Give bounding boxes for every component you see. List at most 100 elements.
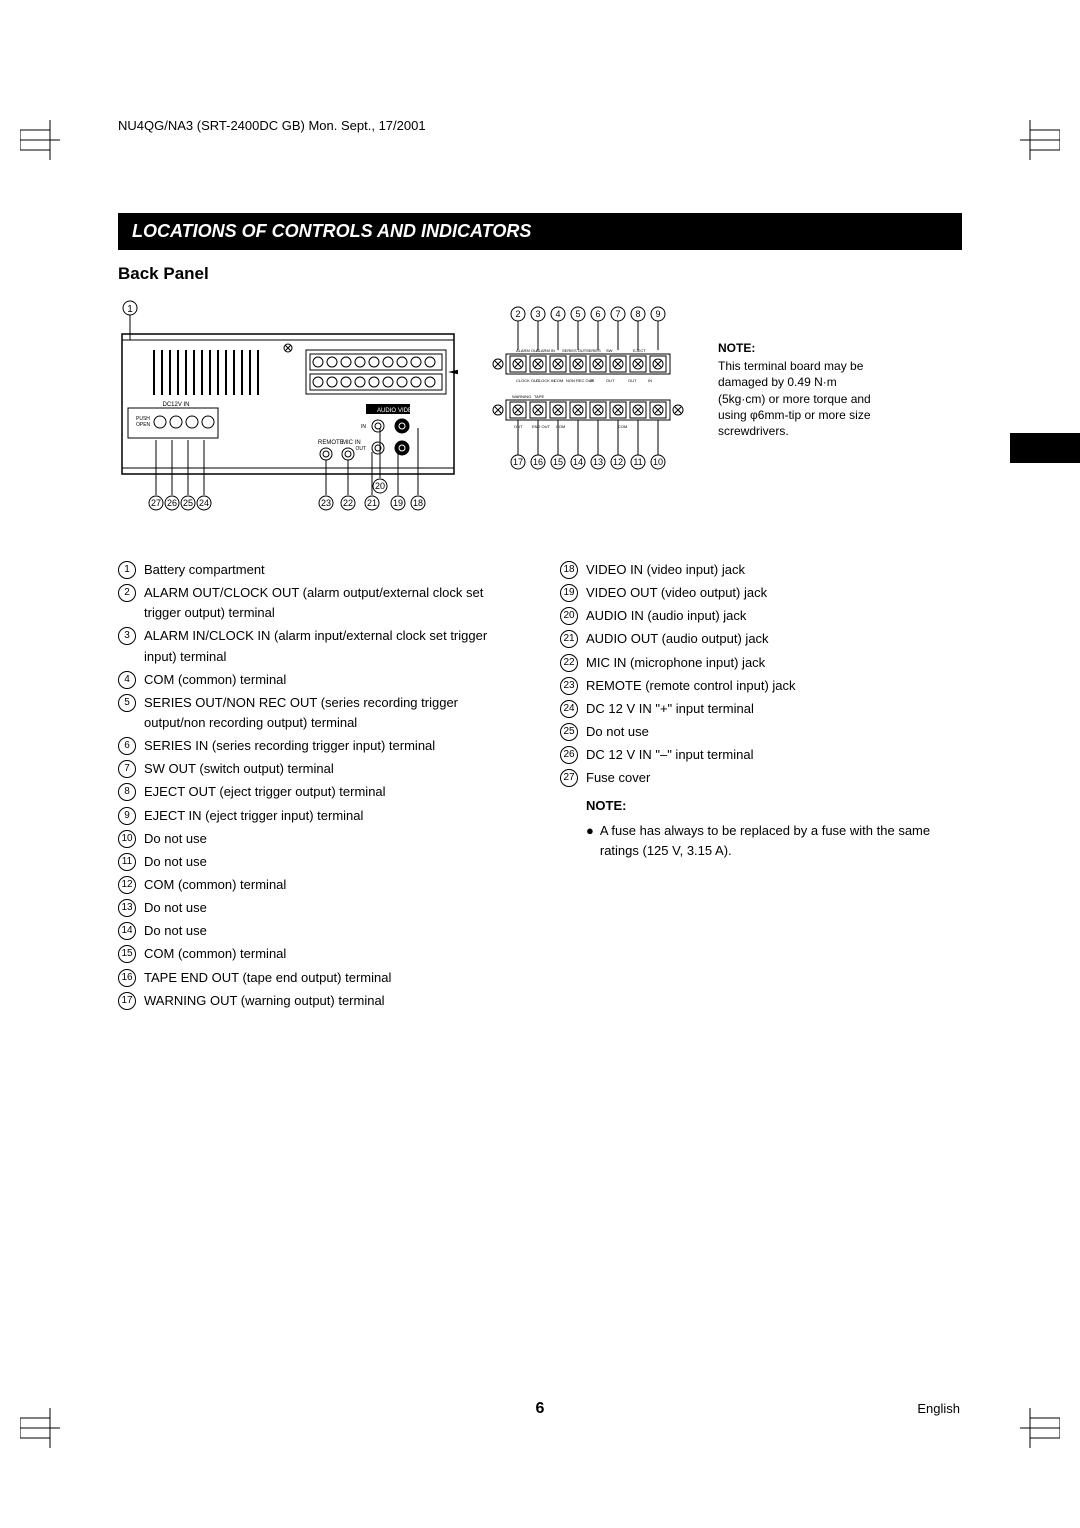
- list-item: 1Battery compartment: [118, 560, 520, 580]
- svg-text:7: 7: [615, 309, 620, 319]
- item-number: 20: [560, 607, 578, 625]
- list-item: 27Fuse cover: [560, 768, 962, 788]
- svg-text:18: 18: [413, 498, 423, 508]
- item-text: AUDIO IN (audio input) jack: [586, 606, 746, 626]
- list-item: 15COM (common) terminal: [118, 944, 520, 964]
- note-title: NOTE:: [718, 340, 878, 356]
- svg-text:22: 22: [343, 498, 353, 508]
- list-item: 3ALARM IN/CLOCK IN (alarm input/external…: [118, 626, 520, 666]
- list-item: 4COM (common) terminal: [118, 670, 520, 690]
- item-number: 19: [560, 584, 578, 602]
- list-item: 16 TAPE END OUT (tape end output) termina…: [118, 968, 520, 988]
- item-text: ALARM OUT/CLOCK OUT (alarm output/extern…: [144, 583, 520, 623]
- list-item: 6 SERIES IN (series recording trigger inp…: [118, 736, 520, 756]
- svg-text:15: 15: [553, 457, 563, 467]
- svg-text:4: 4: [555, 309, 560, 319]
- item-number: 8: [118, 783, 136, 801]
- list-item: 8 EJECT OUT (eject trigger output) termin…: [118, 782, 520, 802]
- list-item: 19VIDEO OUT (video output) jack: [560, 583, 962, 603]
- item-text: VIDEO IN (video input) jack: [586, 560, 745, 580]
- svg-text:3: 3: [535, 309, 540, 319]
- list-item: 17WARNING OUT (warning output) terminal: [118, 991, 520, 1011]
- item-number: 5: [118, 694, 136, 712]
- item-number: 9: [118, 807, 136, 825]
- svg-text:16: 16: [533, 457, 543, 467]
- svg-text:CLOCK IN: CLOCK IN: [536, 378, 555, 383]
- item-number: 22: [560, 654, 578, 672]
- svg-text:24: 24: [199, 498, 209, 508]
- svg-text:ALARM IN: ALARM IN: [536, 348, 555, 353]
- item-number: 17: [118, 992, 136, 1010]
- note-body: This terminal board may be damaged by 0.…: [718, 359, 871, 438]
- list-item: 11 Do not use: [118, 852, 520, 872]
- item-number: 6: [118, 737, 136, 755]
- list-item: 23 REMOTE (remote control input) jack: [560, 676, 962, 696]
- item-number: 18: [560, 561, 578, 579]
- svg-text:DC12V IN: DC12V IN: [162, 402, 189, 408]
- svg-text:EJECT: EJECT: [633, 348, 646, 353]
- item-number: 27: [560, 769, 578, 787]
- item-text: COM (common) terminal: [144, 875, 286, 895]
- back-panel-diagram: 1: [118, 300, 458, 520]
- item-number: 15: [118, 945, 136, 963]
- list-item: 25Do not use: [560, 722, 962, 742]
- list-item: 13Do not use: [118, 898, 520, 918]
- svg-text:COM: COM: [554, 378, 563, 383]
- svg-text:1: 1: [127, 304, 133, 315]
- item-text: Do not use: [586, 722, 649, 742]
- item-number: 10: [118, 830, 136, 848]
- item-number: 14: [118, 922, 136, 940]
- svg-text:AUDIO: AUDIO: [377, 408, 396, 414]
- list-item: 20 AUDIO IN (audio input) jack: [560, 606, 962, 626]
- left-column: 1Battery compartment 2 ALARM OUT/CLOCK OUT…: [118, 560, 520, 1014]
- item-text: DC 12 V IN "–" input terminal: [586, 745, 753, 765]
- svg-text:25: 25: [183, 498, 193, 508]
- item-text: Do not use: [144, 852, 207, 872]
- item-text: TAPE END OUT (tape end output) terminal: [144, 968, 391, 988]
- svg-text:10: 10: [653, 457, 663, 467]
- item-text: EJECT OUT (eject trigger output) termina…: [144, 782, 386, 802]
- svg-text:REMOTE: REMOTE: [318, 440, 344, 446]
- list-item: 24DC 12 V IN "+" input terminal: [560, 699, 962, 719]
- item-text: DC 12 V IN "+" input terminal: [586, 699, 754, 719]
- svg-text:COM: COM: [618, 424, 627, 429]
- item-text: Do not use: [144, 898, 207, 918]
- list-item: 5SERIES OUT/NON REC OUT (series recordin…: [118, 693, 520, 733]
- svg-text:9: 9: [655, 309, 660, 319]
- svg-text:27: 27: [151, 498, 161, 508]
- list-item: 10Do not use: [118, 829, 520, 849]
- svg-text:SERIES OUT: SERIES OUT: [562, 348, 587, 353]
- item-number: 16: [118, 969, 136, 987]
- svg-text:19: 19: [393, 498, 403, 508]
- item-number: 1: [118, 561, 136, 579]
- item-text: Do not use: [144, 921, 207, 941]
- note-heading: NOTE:: [586, 796, 962, 816]
- list-item: 26DC 12 V IN "–" input terminal: [560, 745, 962, 765]
- item-text: REMOTE (remote control input) jack: [586, 676, 796, 696]
- terminal-note: NOTE: This terminal board may be damaged…: [718, 340, 878, 439]
- svg-text:26: 26: [167, 498, 177, 508]
- item-text: SERIES IN (series recording trigger inpu…: [144, 736, 435, 756]
- doc-header: NU4QG/NA3 (SRT-2400DC GB) Mon. Sept., 17…: [118, 118, 962, 133]
- svg-text:OUT: OUT: [628, 378, 637, 383]
- list-item: 7SW OUT (switch output) terminal: [118, 759, 520, 779]
- list-item: 12COM (common) terminal: [118, 875, 520, 895]
- list-item: 9EJECT IN (eject trigger input) terminal: [118, 806, 520, 826]
- svg-text:14: 14: [573, 457, 583, 467]
- svg-text:IN: IN: [648, 378, 652, 383]
- svg-text:SERIES: SERIES: [586, 348, 601, 353]
- item-number: 2: [118, 584, 136, 602]
- item-text: MIC IN (microphone input) jack: [586, 653, 765, 673]
- svg-text:17: 17: [513, 457, 523, 467]
- svg-text:VIDEO: VIDEO: [398, 408, 417, 414]
- item-number: 23: [560, 677, 578, 695]
- item-number: 11: [118, 853, 136, 871]
- item-number: 21: [560, 630, 578, 648]
- svg-text:OUT: OUT: [606, 378, 615, 383]
- item-text: SW OUT (switch output) terminal: [144, 759, 334, 779]
- right-column: 18 VIDEO IN (video input) jack 19VIDEO OUT…: [560, 560, 962, 1014]
- svg-text:TAPE: TAPE: [534, 394, 544, 399]
- svg-text:21: 21: [367, 498, 377, 508]
- section-title: LOCATIONS OF CONTROLS AND INDICATORS: [118, 213, 962, 250]
- svg-text:IN: IN: [361, 424, 366, 430]
